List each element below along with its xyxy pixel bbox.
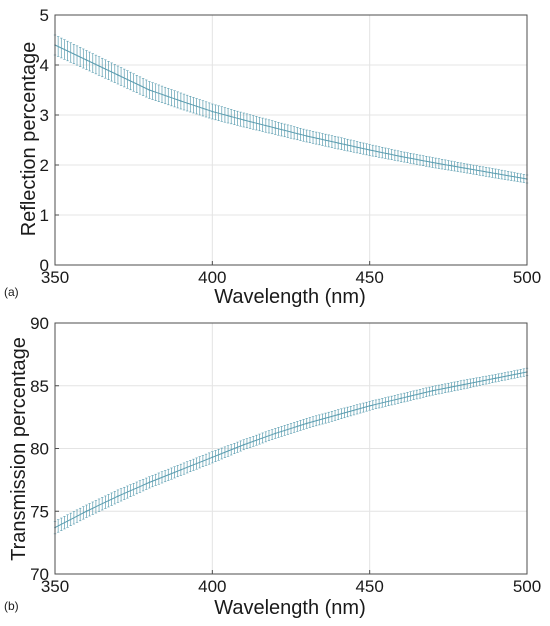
panel-b-data-point xyxy=(463,383,465,386)
panel-b-ytick-label: 70 xyxy=(30,565,49,584)
panel-b-data-point xyxy=(243,443,245,446)
panel-b-data-point xyxy=(180,469,182,471)
panel-a-data-point xyxy=(494,172,497,175)
panel-b-xtick-label: 350 xyxy=(41,577,69,596)
panel-a-grid xyxy=(54,14,528,266)
panel-a-data-point xyxy=(243,119,245,121)
panel-a-data-point xyxy=(211,110,214,113)
panel-a-data-point xyxy=(274,127,277,129)
panel-a-data-point xyxy=(180,100,182,102)
panel-a-data-point xyxy=(431,161,434,164)
panel-b-data-point xyxy=(368,405,371,407)
panel-a-xtick-label: 500 xyxy=(513,268,541,287)
panel-b-series-line xyxy=(54,371,528,529)
panel-a-xlabel: Wavelength (nm) xyxy=(214,286,366,308)
panel-b-data-point xyxy=(400,397,402,400)
panel-b-data-point xyxy=(85,510,88,513)
panel-a-label: (a) xyxy=(4,285,19,299)
panel-b-xtick-label: 400 xyxy=(198,577,226,596)
panel-b-transmission: 350 400 450 500 70 75 80 85 90 (b) Wavelength (n… xyxy=(4,314,541,619)
panel-b-data-point xyxy=(117,495,119,497)
panel-a-data-point xyxy=(148,89,151,91)
panel-b-xtick-label: 500 xyxy=(513,577,541,596)
panel-b-data-point xyxy=(431,389,434,392)
panel-b-ytick-label: 85 xyxy=(30,377,49,396)
panel-a-series xyxy=(53,34,529,184)
panel-a-ticks: 350 400 450 500 0 1 2 3 4 5 xyxy=(40,6,542,287)
panel-a-ytick-label: 0 xyxy=(40,256,49,275)
panel-b-data-point xyxy=(305,422,308,425)
panel-b-data-point xyxy=(274,432,277,435)
panel-b-ylabel: Transmission percentage xyxy=(8,337,30,561)
panel-a-ytick-label: 2 xyxy=(40,156,49,175)
panel-b-data-point xyxy=(211,456,214,459)
panel-a-series-line xyxy=(54,44,528,180)
panel-a-axes-box xyxy=(54,14,528,266)
panel-a-error-bars xyxy=(53,34,529,184)
panel-b-error-bars xyxy=(53,367,529,535)
panel-b-data-point xyxy=(494,377,497,380)
panel-a-data-point xyxy=(85,59,88,61)
panel-a-xtick-label: 450 xyxy=(355,268,383,287)
panel-a-data-point xyxy=(337,142,340,144)
panel-b-ytick-label: 90 xyxy=(30,314,49,333)
panel-a-data-point xyxy=(463,167,465,169)
panel-a-ytick-label: 1 xyxy=(40,206,49,225)
panel-b-grid xyxy=(54,322,528,575)
panel-a-ylabel: Reflection percentage xyxy=(18,42,40,237)
panel-b-ytick-label: 75 xyxy=(30,502,49,521)
panel-a-data-point xyxy=(305,135,308,137)
panel-a-reflection: 350 400 450 500 0 1 2 3 4 5 (a) Wavelength (nm) R… xyxy=(4,6,541,308)
panel-b-ticks: 350 400 450 500 70 75 80 85 90 xyxy=(30,314,541,596)
panel-b-label: (b) xyxy=(4,599,19,613)
panel-a-data-point xyxy=(400,155,402,158)
panel-b-xlabel: Wavelength (nm) xyxy=(214,597,366,619)
panel-a-ytick-label: 3 xyxy=(40,106,49,125)
panel-b-ytick-label: 80 xyxy=(30,440,49,459)
panel-b-data-point xyxy=(148,481,151,484)
panel-a-data-point xyxy=(368,149,371,151)
panel-a-xtick-label: 400 xyxy=(198,268,226,287)
panel-b-data-point xyxy=(337,413,340,416)
panel-a-xtick-label: 350 xyxy=(41,268,69,287)
panel-a-ytick-label: 5 xyxy=(40,6,49,25)
panel-b-xtick-label: 450 xyxy=(355,577,383,596)
panel-a-data-point xyxy=(117,74,119,76)
panel-b-series xyxy=(53,367,529,535)
panel-a-ytick-label: 4 xyxy=(40,56,49,75)
